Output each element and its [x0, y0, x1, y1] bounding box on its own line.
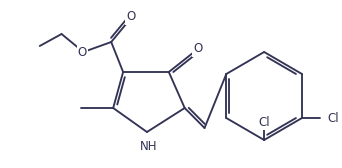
Text: O: O [127, 10, 136, 24]
Text: Cl: Cl [258, 116, 270, 129]
Text: O: O [193, 43, 202, 55]
Text: O: O [78, 46, 87, 58]
Text: NH: NH [140, 139, 158, 153]
Text: Cl: Cl [328, 112, 339, 124]
